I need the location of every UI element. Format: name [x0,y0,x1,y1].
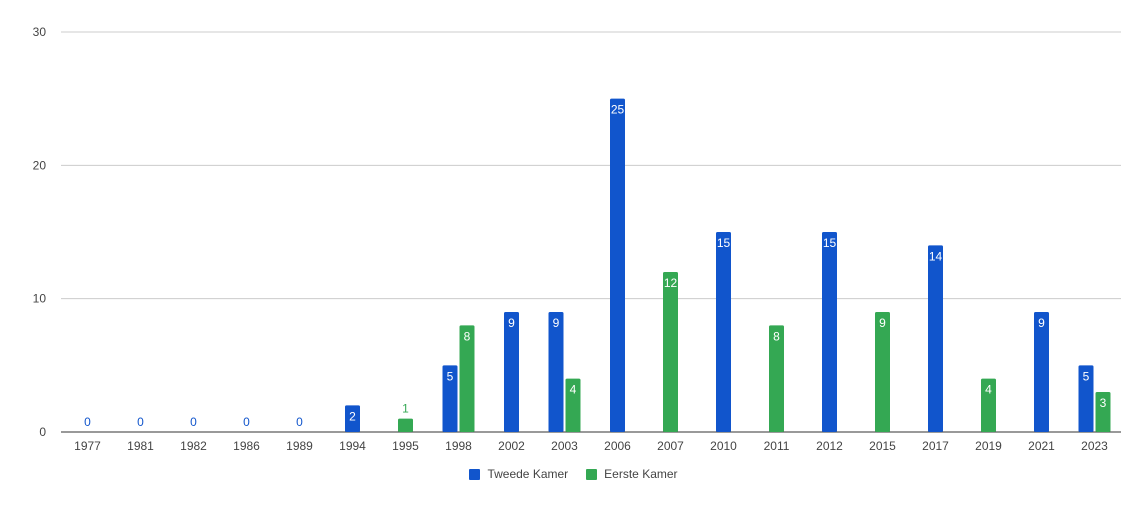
x-tick-label: 2006 [604,439,631,453]
x-tick-label: 2007 [657,439,684,453]
bar-tweede-kamer-2010[interactable] [716,232,731,432]
legend-swatch-eerste-kamer [586,468,598,480]
x-tick-label: 1986 [233,439,260,453]
data-label-eerste-kamer-2023: 3 [1100,396,1107,410]
data-label-eerste-kamer-1998: 8 [464,329,471,343]
data-label-tweede-kamer-1994: 2 [349,409,356,423]
x-tick-label: 2011 [764,439,790,453]
x-tick-label: 2021 [1028,439,1055,453]
data-label-tweede-kamer-2017: 14 [929,249,943,263]
legend: Tweede Kamer Eerste Kamer [0,467,1147,481]
x-tick-label: 2023 [1081,439,1108,453]
bar-tweede-kamer-2012[interactable] [822,232,837,432]
data-label-tweede-kamer-1982: 0 [190,415,197,429]
bar-eerste-kamer-2023[interactable] [1095,392,1111,432]
data-label-tweede-kamer-2023: 5 [1083,369,1090,383]
legend-label-tweede-kamer: Tweede Kamer [487,467,569,481]
data-label-tweede-kamer-1986: 0 [243,415,250,429]
x-tick-label: 1981 [127,439,154,453]
x-tick-label: 1995 [392,439,419,453]
x-tick-label: 1994 [339,439,366,453]
bar-tweede-kamer-1994[interactable] [345,405,360,432]
data-label-eerste-kamer-2007: 12 [664,276,678,290]
data-label-tweede-kamer-1981: 0 [137,415,144,429]
y-tick-label: 0 [39,425,46,439]
bar-eerste-kamer-1998[interactable] [459,325,475,432]
x-tick-label: 2012 [816,439,843,453]
data-label-tweede-kamer-2012: 15 [823,236,837,250]
gridlines [61,31,1121,433]
x-tick-label: 1989 [286,439,313,453]
y-tick-label: 10 [33,292,47,306]
data-label-eerste-kamer-2003: 4 [570,383,577,397]
legend-item-tweede-kamer[interactable]: Tweede Kamer [469,467,568,481]
x-tick-label: 2019 [975,439,1002,453]
data-label-tweede-kamer-2006: 25 [611,103,625,117]
legend-swatch-tweede-kamer [469,468,481,480]
bar-tweede-kamer-1998[interactable] [442,365,458,432]
data-label-tweede-kamer-1998: 5 [447,369,454,383]
bar-tweede-kamer-2021[interactable] [1034,312,1049,432]
data-label-eerste-kamer-1995: 1 [402,402,409,416]
x-tick-label: 2015 [869,439,896,453]
data-label-tweede-kamer-2002: 9 [508,316,515,330]
bar-eerste-kamer-2015[interactable] [875,312,890,432]
data-label-tweede-kamer-2003: 9 [553,316,560,330]
x-tick-label: 2017 [922,439,949,453]
x-tick-label: 1977 [74,439,101,453]
legend-label-eerste-kamer: Eerste Kamer [604,467,678,481]
bar-tweede-kamer-2023[interactable] [1078,365,1094,432]
data-label-tweede-kamer-1989: 0 [296,415,303,429]
y-tick-label: 20 [33,158,47,172]
bar-tweede-kamer-2017[interactable] [928,245,943,432]
bar-tweede-kamer-2003[interactable] [548,312,564,432]
bar-eerste-kamer-2019[interactable] [981,378,996,432]
y-axis: 0 10 20 30 [33,25,47,439]
bar-eerste-kamer-2003[interactable] [565,378,581,432]
bar-eerste-kamer-2011[interactable] [769,325,784,432]
x-axis: 1977 1981 1982 1986 1989 1994 1995 1998 2002 2003… [74,439,1108,453]
x-tick-label: 2010 [710,439,737,453]
bar-eerste-kamer-1995[interactable] [398,418,413,432]
bar-eerste-kamer-2007[interactable] [663,272,678,432]
data-label-eerste-kamer-2015: 9 [879,316,886,330]
data-label-eerste-kamer-2019: 4 [985,383,992,397]
data-label-tweede-kamer-2010: 15 [717,236,731,250]
data-label-eerste-kamer-2011: 8 [773,329,780,343]
legend-item-eerste-kamer[interactable]: Eerste Kamer [586,467,678,481]
x-tick-label: 2002 [498,439,525,453]
x-tick-label: 1982 [180,439,207,453]
bar-tweede-kamer-2006[interactable] [610,98,625,433]
data-label-tweede-kamer-1977: 0 [84,415,91,429]
bar-tweede-kamer-2002[interactable] [504,312,519,432]
y-tick-label: 30 [33,25,47,39]
x-tick-label: 2003 [551,439,578,453]
data-label-tweede-kamer-2021: 9 [1038,316,1045,330]
x-tick-label: 1998 [445,439,472,453]
